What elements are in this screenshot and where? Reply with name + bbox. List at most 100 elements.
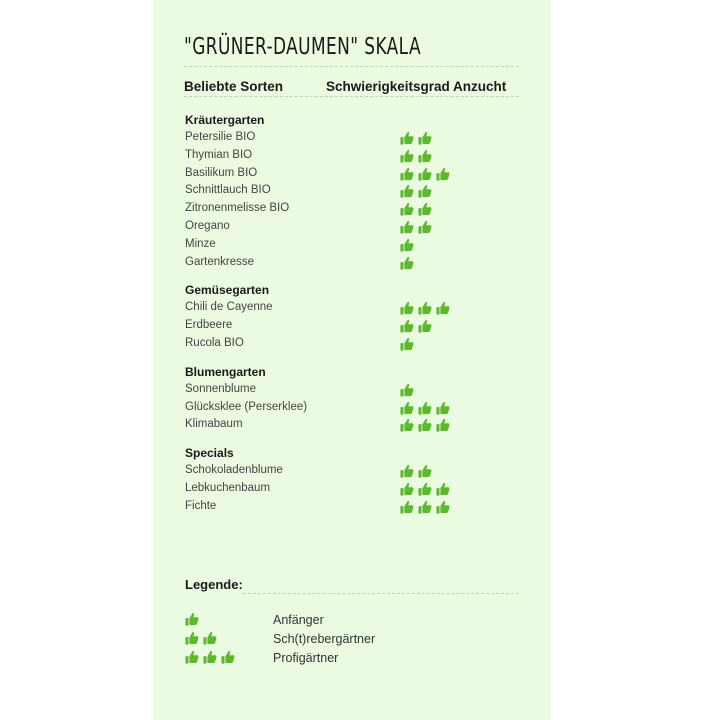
variety-name: Zitronenmelisse BIO [185, 202, 290, 215]
list-item: Petersilie BIO [185, 129, 525, 147]
difficulty-rating [400, 220, 432, 234]
thumbs-up-icon [400, 203, 414, 216]
section-heading: Kräutergarten [185, 113, 265, 127]
thumbs-up-icon [400, 465, 414, 478]
legend-label: Sch(t)rebergärtner [273, 632, 376, 646]
thumbs-up-icon [400, 149, 414, 163]
divider [184, 96, 519, 97]
page-title: "GRÜNER-DAUMEN" SKALA [184, 34, 421, 60]
list-item: Glücksklee (Perserklee) [185, 399, 525, 417]
difficulty-rating [400, 167, 450, 181]
variety-name: Oregano [185, 219, 230, 232]
section-specials: Specials Schokoladenblume Lebkuchenbaum Fic… [185, 444, 525, 515]
variety-name: Basilikum BIO [185, 166, 258, 179]
difficulty-rating [400, 464, 432, 478]
column-header-varieties: Beliebte Sorten [184, 79, 284, 94]
thumbs-up-icon [400, 220, 414, 234]
thumbs-up-icon [418, 500, 432, 514]
variety-name: Minze [185, 237, 216, 250]
variety-name: Schnittlauch BIO [185, 184, 271, 197]
variety-name: Fichte [185, 499, 217, 512]
list-item: Schnittlauch BIO [185, 182, 525, 200]
thumbs-up-icon [436, 482, 450, 496]
difficulty-rating [400, 401, 450, 415]
thumbs-up-icon [400, 185, 414, 198]
difficulty-rating [400, 184, 432, 198]
difficulty-rating [185, 631, 217, 645]
legend-label: Anfänger [273, 613, 324, 627]
thumbs-up-icon [436, 500, 450, 514]
legend-item: Profigärtner [185, 650, 485, 669]
thumbs-up-icon [418, 185, 432, 198]
thumbs-up-icon [400, 337, 414, 351]
legend-label: Profigärtner [273, 651, 339, 665]
list-item: Gartenkresse [185, 254, 525, 272]
list-item: Erdbeere [185, 317, 525, 335]
thumbs-up-icon [436, 419, 450, 432]
thumbs-up-icon [400, 419, 414, 432]
thumbs-up-icon [185, 612, 199, 626]
difficulty-rating [400, 256, 414, 270]
thumbs-up-icon [418, 167, 432, 181]
list-item: Schokoladenblume [185, 462, 525, 480]
list-item: Lebkuchenbaum [185, 480, 525, 498]
difficulty-rating [400, 482, 450, 496]
section-kräutergarten: Kräutergarten Petersilie BIO Thymian BIO Ba… [185, 111, 525, 271]
difficulty-rating [400, 131, 432, 145]
variety-name: Lebkuchenbaum [185, 481, 271, 494]
thumbs-up-icon [185, 631, 199, 645]
difficulty-rating [400, 337, 414, 351]
thumbs-up-icon [418, 131, 432, 145]
list-item: Sonnenblume [185, 381, 525, 399]
thumbs-up-icon [400, 482, 414, 496]
list-item: Minze [185, 236, 525, 254]
thumbs-up-icon [400, 500, 414, 514]
legend-item: Anfänger [185, 612, 485, 631]
variety-name: Klimabaum [185, 418, 243, 431]
thumbs-up-icon [418, 149, 432, 163]
section-blumengarten: Blumengarten Sonnenblume Glücksklee (Perse… [185, 363, 525, 434]
thumbs-up-icon [436, 302, 450, 315]
thumbs-up-icon [400, 320, 414, 333]
thumbs-up-icon [400, 401, 414, 415]
divider [243, 593, 519, 594]
column-header-difficulty: Schwierigkeitsgrad Anzucht [326, 79, 507, 94]
section-heading: Blumengarten [185, 364, 266, 379]
section-heading: Specials [185, 446, 234, 461]
thumbs-up-icon [418, 302, 432, 315]
difficulty-rating [400, 319, 432, 333]
legend-item: Sch(t)rebergärtner [185, 631, 485, 650]
thumbs-up-icon [418, 401, 432, 415]
difficulty-rating [400, 238, 414, 252]
list-item: Thymian BIO [185, 147, 525, 165]
thumbs-up-icon [400, 238, 414, 252]
difficulty-rating [400, 301, 450, 315]
variety-name: Rucola BIO [185, 336, 244, 349]
thumbs-up-icon [400, 383, 414, 397]
variety-name: Glücksklee (Perserklee) [185, 400, 308, 413]
list-item: Klimabaum [185, 416, 525, 434]
difficulty-rating [400, 418, 450, 432]
variety-name: Sonnenblume [185, 382, 256, 395]
thumbs-up-icon [436, 401, 450, 415]
list-item: Basilikum BIO [185, 165, 525, 183]
list-item: Rucola BIO [185, 335, 525, 353]
difficulty-rating [400, 383, 414, 397]
section-gemüsegarten: Gemüsegarten Chili de Cayenne Erdbeere Ruco… [185, 281, 525, 352]
thumbs-up-icon [400, 131, 414, 145]
list-item: Fichte [185, 498, 525, 516]
variety-name: Chili de Cayenne [185, 301, 273, 314]
list-item: Oregano [185, 218, 525, 236]
thumbs-up-icon [418, 203, 432, 216]
thumbs-up-icon [418, 320, 432, 333]
thumbs-up-icon [203, 650, 217, 664]
thumbs-up-icon [418, 482, 432, 496]
difficulty-rating [400, 500, 450, 514]
thumbs-up-icon [203, 631, 217, 645]
thumbs-up-icon [400, 167, 414, 181]
difficulty-rating [400, 202, 432, 216]
difficulty-rating [400, 149, 432, 163]
variety-name: Erdbeere [185, 319, 233, 332]
thumbs-up-icon [400, 256, 414, 270]
difficulty-scale-card: "GRÜNER-DAUMEN" SKALA Beliebte Sorten Sc… [153, 0, 551, 720]
